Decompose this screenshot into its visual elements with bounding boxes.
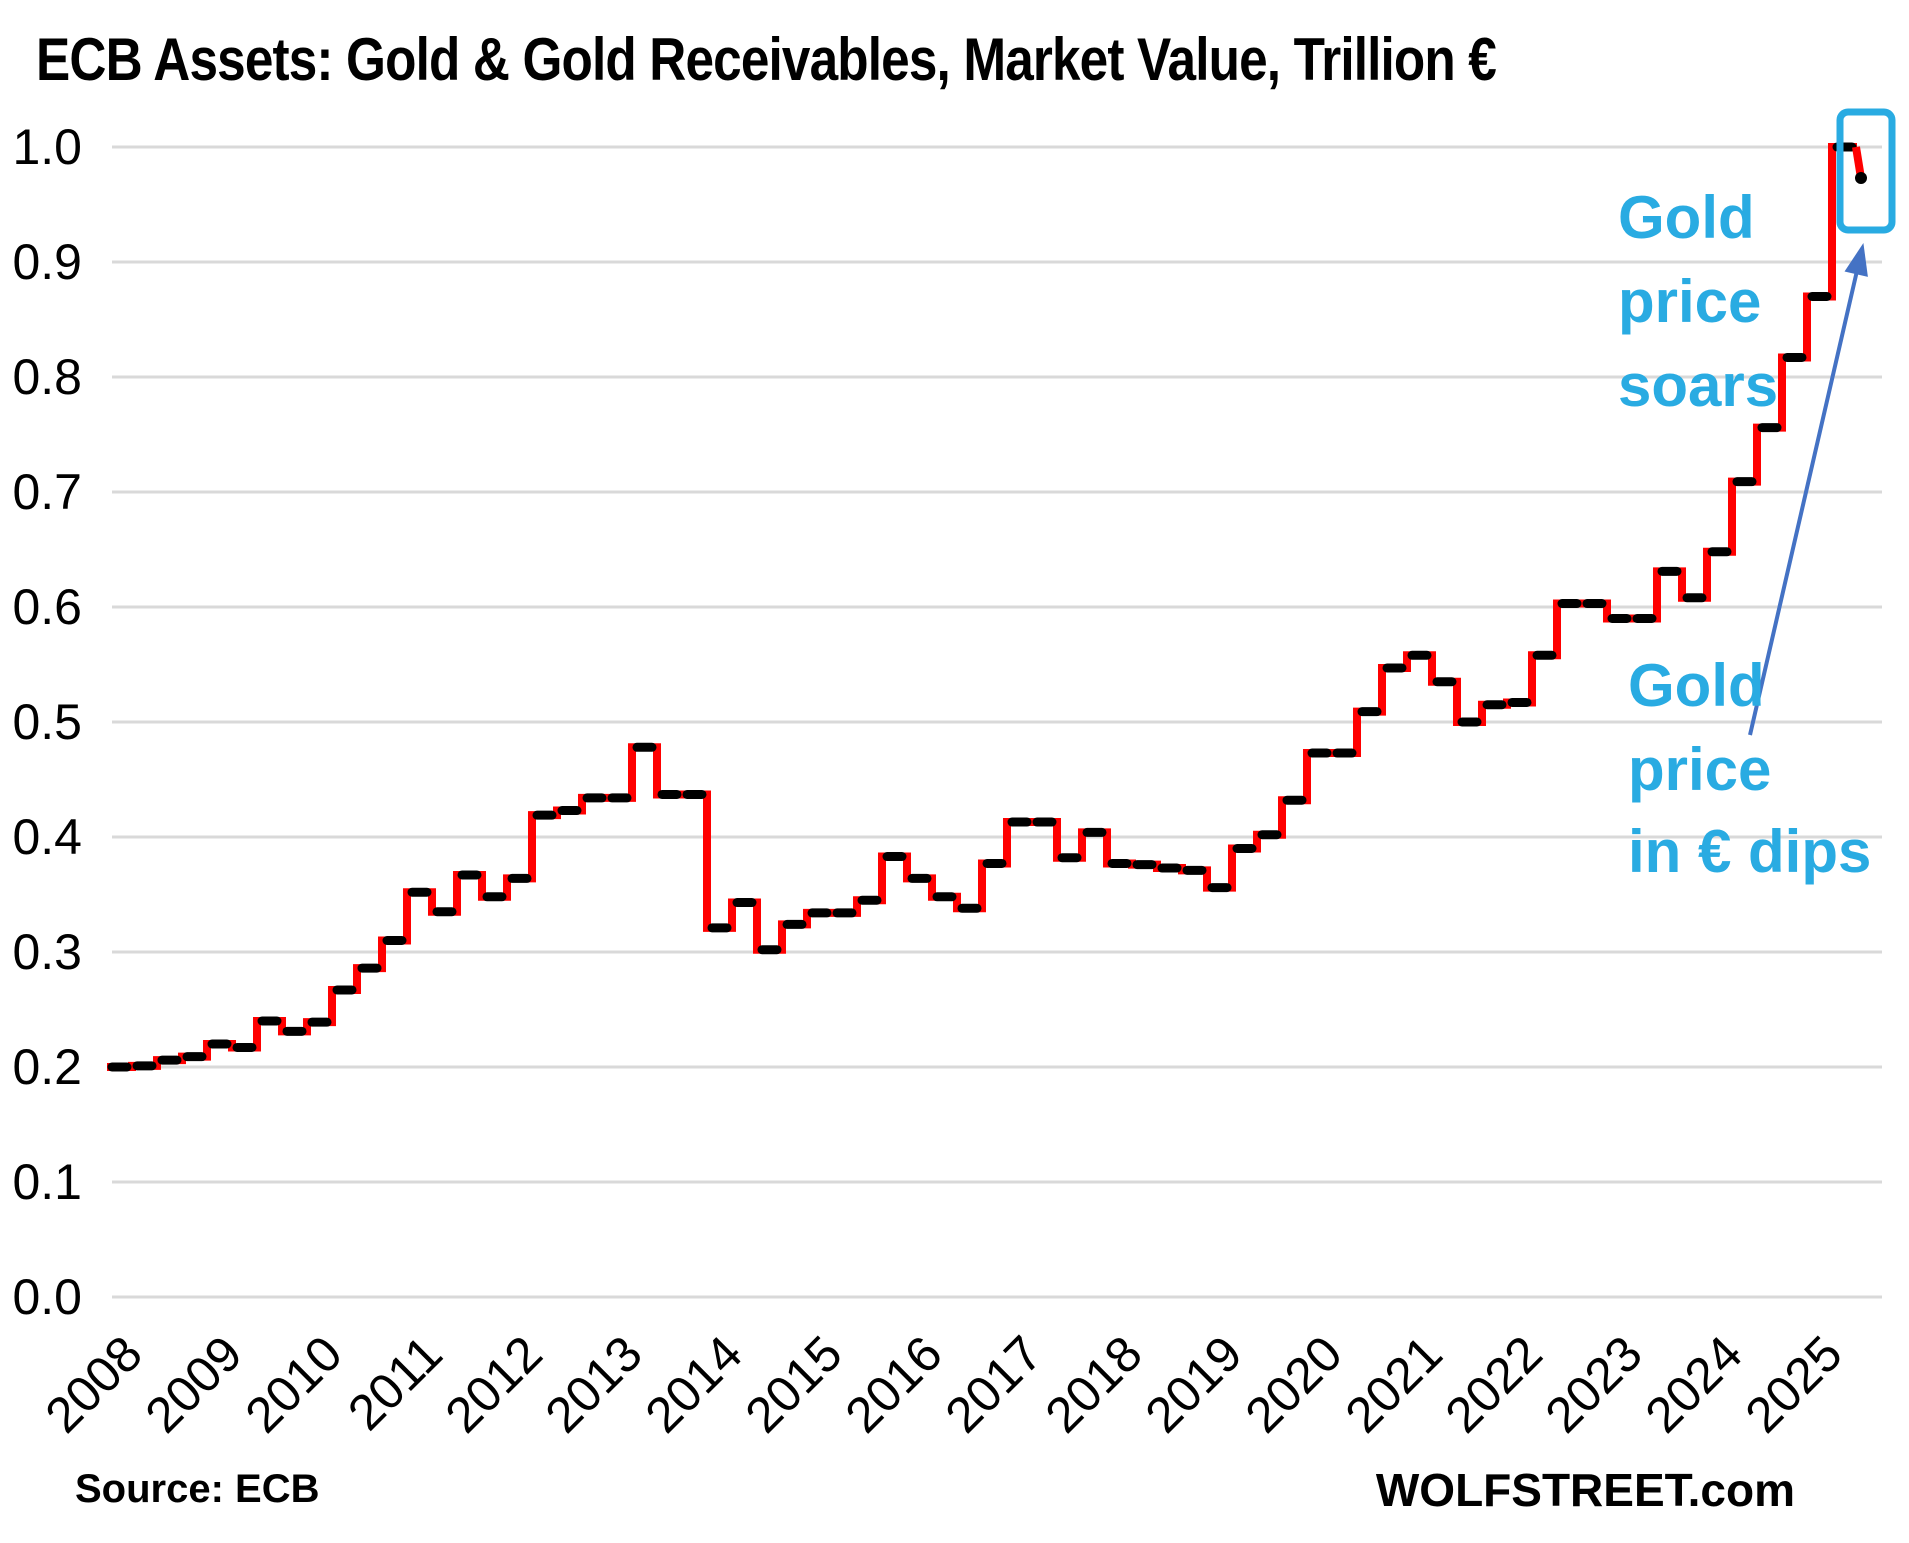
y-axis-tick-label: 0.4 (12, 809, 82, 865)
x-axis-tick-label: 2013 (535, 1325, 653, 1443)
x-axis-tick-label: 2022 (1435, 1325, 1553, 1443)
x-axis-tick-label: 2015 (735, 1325, 853, 1443)
highlight-layer (1748, 108, 1896, 736)
series-layer (107, 142, 1867, 1072)
annotation-dips-line-1: Gold (1628, 652, 1765, 719)
y-axis-tick-label: 0.0 (12, 1269, 82, 1325)
grid-layer (112, 145, 1882, 1299)
annotation-gold-price-dips: Gold price in € dips (1628, 652, 1871, 885)
annotation-soars-line-3: soars (1618, 352, 1778, 419)
y-axis-tick-label: 0.7 (12, 464, 82, 520)
y-axis-tick-label: 0.6 (12, 579, 82, 635)
brand-label: WOLFSTREET.com (1376, 1464, 1795, 1516)
y-axis-tick-label: 0.3 (12, 924, 82, 980)
annotation-dips-line-2: price (1628, 736, 1771, 803)
y-axis-tick-label: 0.8 (12, 349, 82, 405)
x-axis-tick-label: 2008 (35, 1325, 153, 1443)
dip-arrow-head (1844, 243, 1868, 277)
x-axis-tick-label: 2020 (1235, 1325, 1353, 1443)
y-axis-tick-label: 1.0 (12, 119, 82, 175)
axis-layer: 0.0 0.1 0.2 0.3 0.4 0.5 0.6 0.7 0.8 0.9 1.0 2008200… (12, 119, 1852, 1443)
y-axis-tick-label: 0.1 (12, 1154, 82, 1210)
x-axis-tick-label: 2014 (635, 1325, 753, 1443)
annotation-gold-price-soars: Gold price soars (1618, 184, 1778, 419)
y-axis-tick-label: 0.9 (12, 234, 82, 290)
x-axis-tick-label: 2012 (435, 1325, 553, 1443)
x-axis-tick-label: 2024 (1635, 1325, 1753, 1443)
x-axis-tick-label: 2016 (835, 1325, 953, 1443)
annotation-soars-line-1: Gold (1618, 184, 1755, 251)
highlight-box (1836, 108, 1896, 234)
dip-arrow-shaft (1748, 267, 1860, 736)
source-label: Source: ECB (75, 1467, 320, 1511)
x-axis-tick-label: 2023 (1535, 1325, 1653, 1443)
x-axis-tick-label: 2018 (1035, 1325, 1153, 1443)
x-axis-tick-label: 2010 (235, 1325, 353, 1443)
x-axis-tick-label: 2009 (135, 1325, 253, 1443)
chart-title: ECB Assets: Gold & Gold Receivables, Mar… (36, 26, 1497, 93)
x-axis-tick-label: 2011 (337, 1325, 453, 1441)
x-axis-tick-label: 2025 (1735, 1325, 1853, 1443)
x-axis-tick-label: 2021 (1335, 1325, 1453, 1443)
annotation-dips-line-3: in € dips (1628, 818, 1871, 885)
x-axis-tick-label: 2019 (1135, 1325, 1253, 1443)
annotation-soars-line-2: price (1618, 268, 1761, 335)
latest-dip-point (1855, 172, 1867, 185)
x-axis-tick-label: 2017 (935, 1325, 1053, 1443)
y-axis-tick-label: 0.2 (12, 1039, 82, 1095)
series-step-line (107, 143, 1857, 1071)
y-axis-tick-label: 0.5 (12, 694, 82, 750)
